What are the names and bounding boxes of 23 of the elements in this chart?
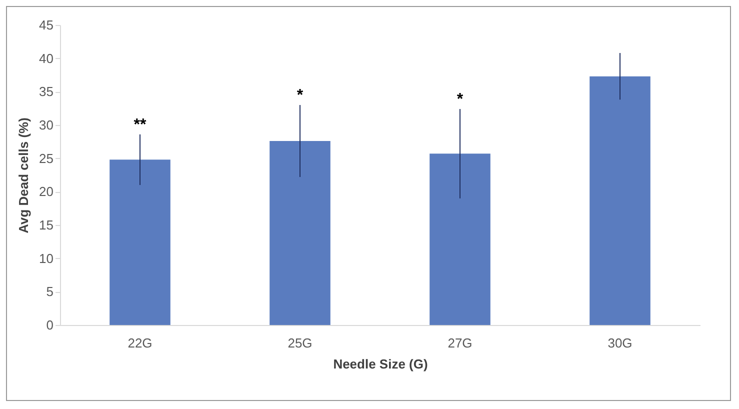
y-tick-label: 0 xyxy=(46,318,54,332)
y-tick-label: 45 xyxy=(39,18,54,32)
annotation: ** xyxy=(134,116,147,134)
y-tick-label: 5 xyxy=(46,284,54,300)
annotation: * xyxy=(456,91,464,108)
bar xyxy=(110,160,170,325)
bar xyxy=(590,76,650,325)
annotation: * xyxy=(296,87,304,104)
x-tick-label: 22G xyxy=(128,336,152,350)
y-tick-label: 25 xyxy=(39,150,54,166)
y-tick-label: 35 xyxy=(39,84,54,100)
y-tick-label: 10 xyxy=(39,250,54,266)
x-tick-label: 30G xyxy=(608,336,632,350)
bar xyxy=(270,141,330,325)
y-axis-title: Avg Dead cells (%) xyxy=(16,118,32,234)
y-tick-label: 15 xyxy=(39,218,54,232)
x-tick-label: 27G xyxy=(448,336,472,350)
y-tick-label: 20 xyxy=(39,184,54,200)
y-tick-label: 40 xyxy=(39,50,54,66)
bar xyxy=(430,154,490,325)
y-tick-label: 30 xyxy=(39,118,54,132)
x-axis-title: Needle Size (G) xyxy=(333,356,428,372)
x-tick-label: 25G xyxy=(288,336,312,350)
